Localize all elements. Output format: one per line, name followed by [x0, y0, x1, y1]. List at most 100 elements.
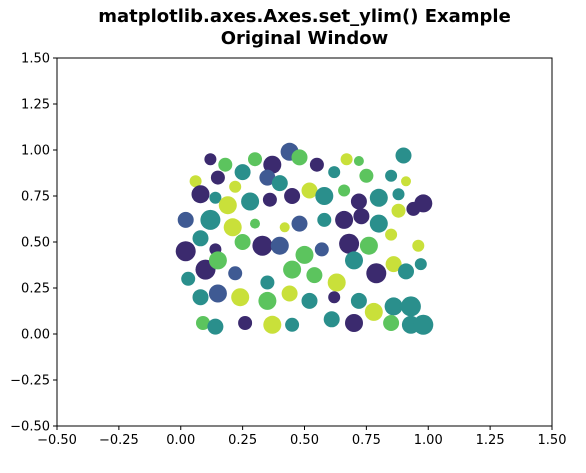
scatter-point [285, 317, 300, 332]
y-tick-label: 1.25 [21, 98, 50, 113]
scatter-point [383, 315, 400, 331]
scatter-point [252, 235, 273, 256]
x-tick-label: 0.25 [228, 433, 257, 448]
x-tick-label: −0.50 [37, 433, 77, 448]
scatter-point [258, 291, 277, 310]
scatter-point [241, 192, 260, 211]
scatter-point [271, 175, 288, 192]
scatter-point [207, 318, 224, 335]
data-points [175, 142, 434, 335]
y-axis: −0.50 −0.25 0.00 0.25 0.50 0.75 1.00 1.25 1.50 [10, 52, 57, 435]
scatter-point [196, 316, 210, 330]
scatter-point [413, 314, 434, 335]
scatter-point [317, 212, 332, 227]
scatter-point [191, 185, 210, 204]
scatter-point [384, 297, 403, 316]
chart-title-line1: matplotlib.axes.Axes.set_ylim() Example [98, 6, 511, 27]
scatter-point [291, 215, 308, 232]
scatter-point [223, 218, 242, 237]
scatter-point [414, 258, 427, 271]
scatter-point [263, 315, 282, 334]
scatter-point [218, 157, 233, 172]
x-tick-label: 1.25 [476, 433, 505, 448]
scatter-point [339, 233, 360, 254]
scatter-point [250, 218, 260, 229]
scatter-point [263, 155, 282, 174]
scatter-point [345, 314, 363, 332]
scatter-point [281, 285, 298, 302]
chart-title: matplotlib.axes.Axes.set_ylim() Example … [57, 6, 552, 50]
scatter-point [353, 208, 370, 225]
x-tick-label: 1.00 [414, 433, 443, 448]
scatter-point [309, 157, 324, 172]
y-tick-label: 1.00 [21, 144, 50, 159]
x-tick-label: 0.50 [290, 433, 319, 448]
scatter-point [177, 211, 194, 228]
scatter-point [392, 188, 405, 201]
scatter-point [401, 176, 411, 187]
scatter-point [306, 267, 323, 284]
y-tick-label: 1.50 [21, 52, 50, 67]
scatter-point [328, 166, 341, 179]
scatter-point [301, 182, 318, 199]
scatter-point [234, 164, 251, 181]
scatter-point [228, 266, 243, 281]
scatter-point [323, 311, 340, 328]
scatter-point [204, 153, 217, 166]
scatter-point [412, 239, 425, 252]
scatter-point [301, 292, 318, 309]
scatter-point [315, 187, 334, 205]
scatter-point [192, 230, 209, 247]
scatter-point [369, 188, 388, 207]
scatter-point [395, 147, 412, 164]
scatter-point [208, 284, 227, 303]
scatter-point [366, 263, 387, 284]
scatter-point [353, 156, 364, 166]
scatter-point [400, 296, 421, 317]
y-tick-label: −0.50 [10, 420, 50, 435]
scatter-point [350, 292, 367, 309]
scatter-point [192, 289, 209, 306]
scatter-point [231, 288, 250, 307]
scatter-point [350, 193, 367, 210]
scatter-point [208, 251, 227, 270]
scatter-point [359, 168, 374, 183]
scatter-point [314, 242, 329, 257]
x-tick-label: 0.75 [352, 433, 381, 448]
y-tick-label: 0.50 [21, 236, 50, 251]
scatter-point [284, 188, 301, 204]
scatter-point [260, 275, 275, 290]
scatter-point [234, 234, 251, 250]
plot-frame [56, 57, 553, 427]
scatter-point [295, 245, 314, 264]
scatter-point [248, 152, 262, 167]
x-axis: −0.50 −0.25 0.00 0.25 0.50 0.75 1.00 1.25 1.50 [37, 426, 566, 448]
scatter-point [398, 263, 414, 280]
scatter-point [335, 210, 354, 229]
scatter-point [270, 236, 289, 255]
scatter-point [259, 169, 276, 186]
scatter-point [385, 256, 402, 273]
scatter-point [181, 271, 196, 286]
y-tick-label: 0.00 [21, 328, 50, 343]
scatter-point [209, 191, 222, 204]
scatter-point [229, 180, 242, 193]
scatter-point [328, 291, 341, 304]
scatter-point [210, 170, 225, 185]
scatter-point [279, 222, 290, 233]
scatter-point [359, 236, 378, 255]
y-tick-label: 0.75 [21, 190, 50, 205]
scatter-point [189, 175, 202, 188]
scatter-point [345, 251, 363, 270]
scatter-point [238, 316, 253, 330]
scatter-point [385, 228, 398, 241]
scatter-point [283, 260, 302, 279]
scatter-point [218, 196, 237, 215]
scatter-point [340, 153, 353, 166]
x-tick-label: 1.50 [538, 433, 567, 448]
y-tick-label: −0.25 [10, 374, 50, 389]
scatter-point [414, 194, 433, 213]
scatter-point [327, 273, 346, 292]
scatter-point [262, 192, 277, 207]
